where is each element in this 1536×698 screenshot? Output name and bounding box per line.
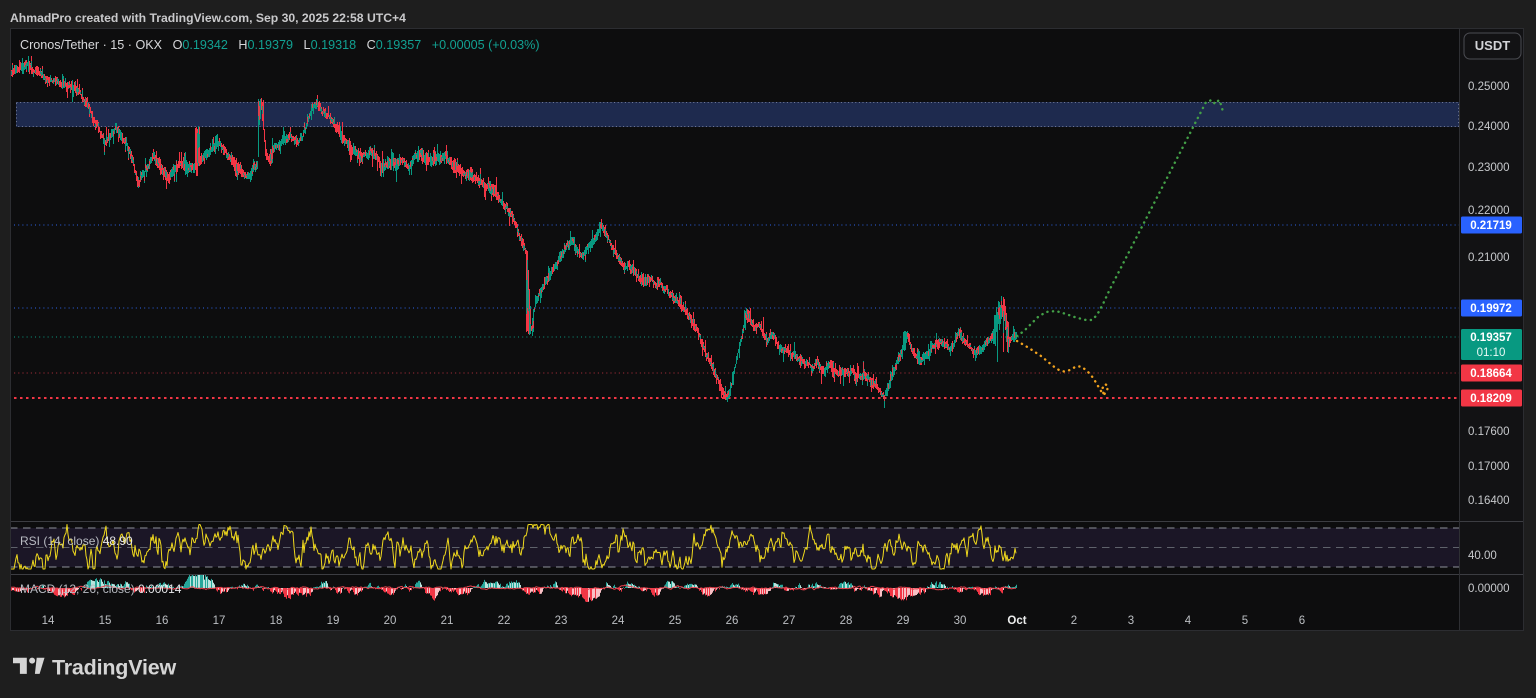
- svg-text:4: 4: [1185, 615, 1192, 627]
- svg-text:27: 27: [783, 615, 796, 627]
- svg-text:28: 28: [840, 615, 853, 627]
- svg-text:22: 22: [498, 615, 511, 627]
- svg-text:Cronos/Tether · 15 · OKX O0.: Cronos/Tether · 15 · OKX O0.19342 H0.193…: [20, 38, 540, 52]
- svg-text:14: 14: [42, 615, 55, 627]
- svg-text:0.00000: 0.00000: [1468, 583, 1510, 595]
- svg-text:0.16400: 0.16400: [1468, 495, 1510, 507]
- svg-text:40.00: 40.00: [1468, 550, 1497, 562]
- svg-text:2: 2: [1071, 615, 1077, 627]
- svg-text:RSI (14, close) 48.90: RSI (14, close) 48.90: [20, 534, 133, 548]
- svg-text:20: 20: [384, 615, 397, 627]
- svg-text:AhmadPro created with TradingV: AhmadPro created with TradingView.com, S…: [10, 11, 406, 25]
- svg-text:26: 26: [726, 615, 739, 627]
- svg-text:18: 18: [270, 615, 283, 627]
- svg-text:25: 25: [669, 615, 682, 627]
- svg-text:MACD (12, 26, close) 0.00014: MACD (12, 26, close) 0.00014: [20, 582, 182, 596]
- svg-text:0.21719: 0.21719: [1470, 220, 1512, 232]
- svg-text:21: 21: [441, 615, 454, 627]
- svg-text:0.17600: 0.17600: [1468, 426, 1510, 438]
- svg-text:6: 6: [1299, 615, 1305, 627]
- svg-text:TradingView: TradingView: [52, 656, 177, 680]
- svg-text:29: 29: [897, 615, 910, 627]
- svg-text:16: 16: [156, 615, 169, 627]
- svg-text:17: 17: [213, 615, 226, 627]
- svg-text:3: 3: [1128, 615, 1134, 627]
- svg-text:Oct: Oct: [1007, 615, 1026, 627]
- svg-text:0.22000: 0.22000: [1468, 205, 1510, 217]
- svg-text:5: 5: [1242, 615, 1248, 627]
- svg-text:0.21000: 0.21000: [1468, 252, 1510, 264]
- svg-text:0.24000: 0.24000: [1468, 121, 1510, 133]
- svg-text:0.23000: 0.23000: [1468, 162, 1510, 174]
- svg-text:01:10: 01:10: [1477, 347, 1506, 359]
- svg-text:0.17000: 0.17000: [1468, 461, 1510, 473]
- svg-text:0.19357: 0.19357: [1470, 332, 1512, 344]
- svg-text:15: 15: [99, 615, 112, 627]
- svg-text:24: 24: [612, 615, 625, 627]
- svg-text:19: 19: [327, 615, 340, 627]
- svg-text:0.18209: 0.18209: [1470, 393, 1512, 405]
- svg-text:0.18664: 0.18664: [1470, 368, 1512, 380]
- svg-text:23: 23: [555, 615, 568, 627]
- svg-text:0.19972: 0.19972: [1470, 303, 1512, 315]
- svg-text:0.25000: 0.25000: [1468, 81, 1510, 93]
- svg-text:USDT: USDT: [1475, 38, 1510, 53]
- svg-text:30: 30: [954, 615, 967, 627]
